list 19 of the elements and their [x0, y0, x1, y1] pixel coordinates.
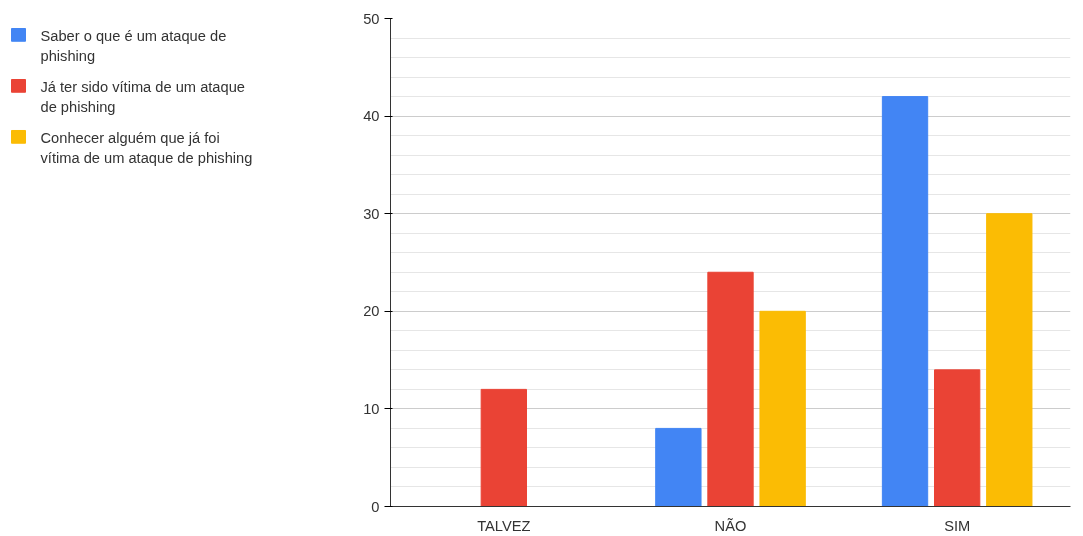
y-tick-label: 20 — [363, 303, 380, 320]
legend-label: Conhecer alguém que já foi vítima de um ataque de phishing — [40, 129, 253, 166]
y-tick-label: 40 — [363, 108, 380, 125]
bar — [707, 271, 754, 507]
bar — [881, 96, 929, 507]
x-tick-label: TALVEZ — [477, 517, 531, 534]
y-tick-label: 50 — [363, 10, 380, 27]
bar — [480, 388, 527, 507]
y-tick-label: 10 — [363, 400, 380, 417]
bar — [655, 427, 702, 507]
x-tick-label: NÃO — [714, 517, 747, 534]
legend-label: Já ter sido vítima de um ataque de phishing — [40, 78, 245, 115]
x-tick-label: SIM — [944, 517, 971, 534]
bar — [934, 369, 981, 507]
bar — [986, 213, 1033, 507]
legend-label: Saber o que é um ataque de phishing — [40, 27, 227, 64]
bar — [759, 310, 806, 507]
y-tick-label: 30 — [363, 205, 380, 222]
y-tick-label: 0 — [371, 498, 380, 515]
